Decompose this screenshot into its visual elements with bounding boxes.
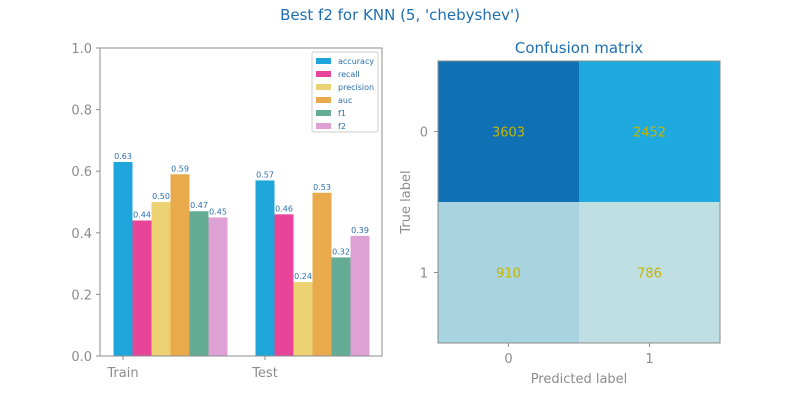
y-tick-label: 0.2 [71,288,92,303]
cm-cell-value: 3603 [492,126,525,141]
y-tick-label: 0.0 [71,350,92,365]
confusion-matrix-title: Confusion matrix [515,39,643,57]
cm-cell-1-1 [579,202,720,343]
legend: accuracy recall precision auc f1 f2 [311,51,379,133]
figure-title: Best f2 for KNN (5, 'chebyshev') [280,6,520,24]
bar-value-label: 0.50 [152,192,170,201]
y-tick-label: 0.4 [71,227,92,242]
bar-auc-test [312,192,332,356]
cm-x-tick-label: 0 [504,352,512,367]
legend-label-auc: auc [338,96,352,105]
bar-chart: 0.63 0.57 0.44 0.46 0.50 0.24 0.59 0.53 0.47 0.32… [71,42,383,381]
bar-f2-train [208,217,228,356]
bar-accuracy-test [255,180,275,356]
bar-f1-train [189,211,209,356]
x-tick-label: Test [251,366,278,381]
bar-value-labels: 0.63 0.57 0.44 0.46 0.50 0.24 0.59 0.53 0.47 0.32… [114,152,369,281]
cm-cell-0-1 [579,61,720,202]
bar-y-axis: 0.0 0.2 0.4 0.6 0.8 1.0 [71,42,100,365]
bar-value-label: 0.53 [313,183,331,192]
y-tick-label: 0.8 [71,104,92,119]
legend-label-f1: f1 [338,109,346,118]
legend-swatch-accuracy [316,58,331,64]
cm-cell-value: 2452 [633,126,666,141]
legend-swatch-f1 [316,110,331,116]
cm-cell-0-0 [438,61,579,202]
legend-swatch-f2 [316,123,331,129]
bar-f2-test [350,235,370,356]
y-tick-label: 1.0 [71,42,92,57]
bar-value-label: 0.32 [332,247,350,256]
bar-value-label: 0.45 [209,207,227,216]
confusion-matrix-y-label: True label [399,170,414,234]
cm-cell-value: 910 [496,267,521,282]
bar-value-label: 0.63 [114,152,132,161]
cm-y-tick-label: 0 [420,126,428,141]
bar-recall-test [274,214,294,356]
bar-value-label: 0.39 [351,226,369,235]
bar-auc-train [170,174,190,356]
legend-items: accuracy recall precision auc f1 f2 [316,57,374,131]
bar-x-axis: Train Test [106,356,278,381]
bar-plot-frame [99,47,383,357]
confusion-matrix: Confusion matrix 3603 2452 910 786 0 1 0 1 Pre… [399,39,721,387]
bar-recall-train [132,220,152,356]
x-tick-label: Train [106,366,138,381]
bar-value-label: 0.47 [190,201,208,210]
legend-swatch-precision [316,84,331,90]
bar-value-label: 0.59 [171,164,189,173]
bar-f1-test [331,257,351,356]
cm-x-tick-label: 1 [645,352,653,367]
bar-marks [113,161,370,356]
confusion-matrix-cells: 3603 2452 910 786 [438,61,720,343]
confusion-matrix-axes: 0 1 0 1 [420,126,654,368]
legend-label-precision: precision [338,83,374,92]
y-tick-label: 0.6 [71,165,92,180]
legend-label-recall: recall [338,70,360,79]
confusion-matrix-x-label: Predicted label [531,372,628,387]
bar-value-label: 0.44 [133,210,151,219]
bar-value-label: 0.57 [256,170,274,179]
cm-cell-value: 786 [637,267,662,282]
legend-label-accuracy: accuracy [338,57,374,66]
legend-swatch-auc [316,97,331,103]
cm-y-tick-label: 1 [420,267,428,282]
cm-cell-1-0 [438,202,579,343]
bar-accuracy-train [113,161,133,356]
legend-swatch-recall [316,71,331,77]
confusion-matrix-frame [437,60,721,344]
bar-precision-train [151,202,171,356]
legend-label-f2: f2 [338,122,346,131]
bar-precision-test [293,282,313,356]
bar-value-label: 0.46 [275,204,293,213]
bar-value-label: 0.24 [294,272,312,281]
